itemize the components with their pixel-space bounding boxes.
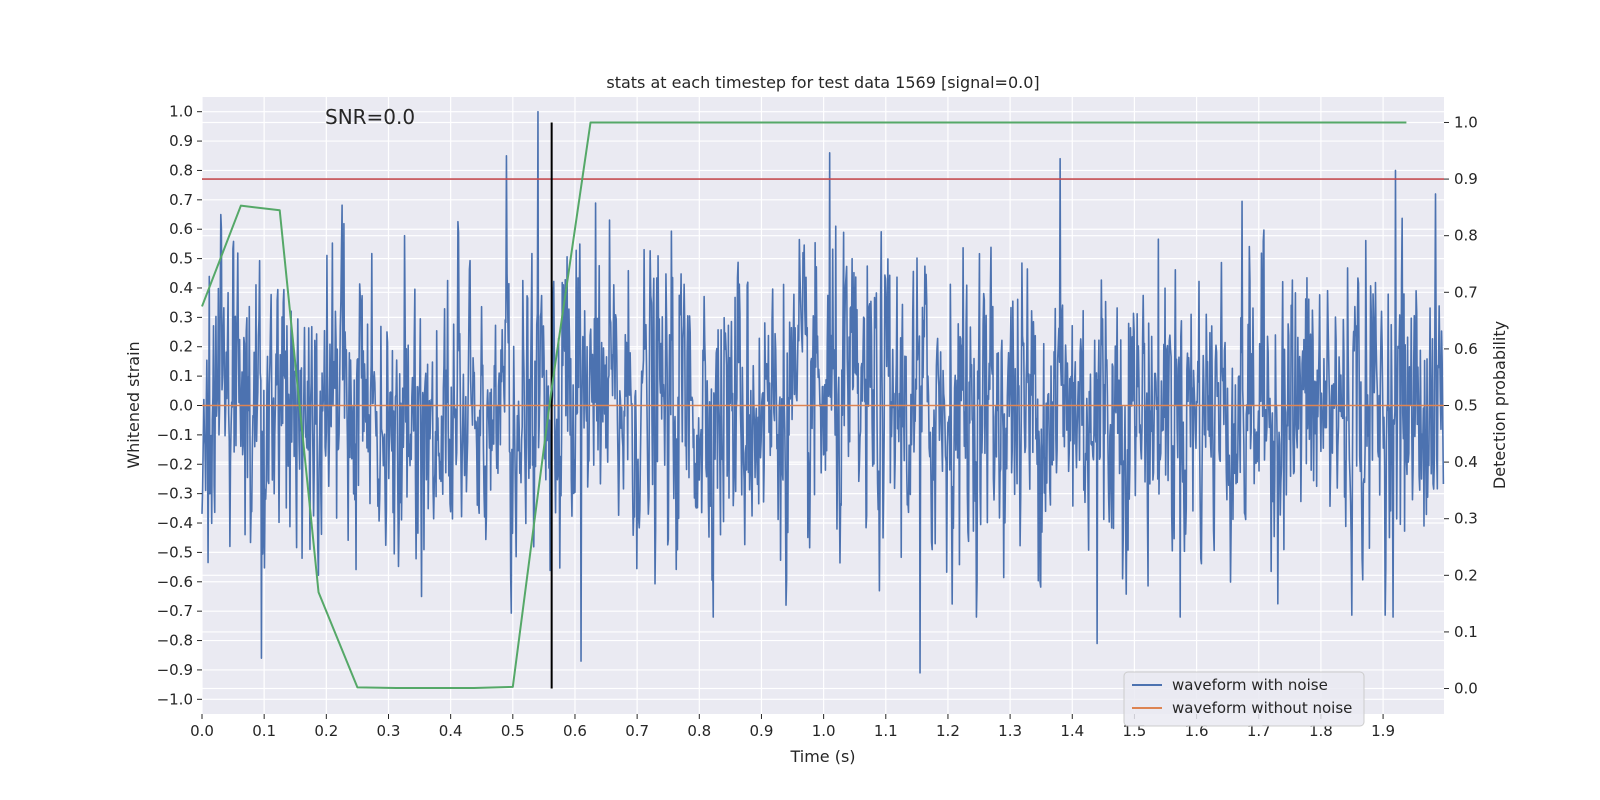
y-axis-title-left: Whitened strain [124, 341, 143, 468]
y-tick-label-left: −0.1 [157, 426, 193, 444]
y-tick-label-left: −0.6 [157, 573, 193, 591]
x-tick-label: 1.3 [998, 722, 1022, 740]
x-tick-label: 0.7 [625, 722, 649, 740]
ticks: 0.0 0.1 0.2 0.3 0.4 0.5 0.6 0.7 0.8 0.9 1.0 1.1 1.2 1… [157, 103, 1478, 740]
y-tick-label-left: 0.1 [169, 367, 193, 385]
y-tick-label-right: 0.2 [1454, 566, 1478, 584]
y-tick-label-left: 0.7 [169, 191, 193, 209]
y-tick-label-left: −0.3 [157, 485, 193, 503]
y-tick-label-left: 0.4 [169, 279, 193, 297]
y-tick-label-right: 0.4 [1454, 453, 1478, 471]
y-tick-label-left: −0.4 [157, 514, 193, 532]
y-tick-label-left: 0.2 [169, 338, 193, 356]
y-tick-label-left: −0.5 [157, 543, 193, 561]
y-tick-label-right: 0.0 [1454, 680, 1478, 698]
y-tick-label-right: 0.8 [1454, 227, 1478, 245]
x-tick-label: 0.8 [687, 722, 711, 740]
noise-line [201, 110, 1445, 674]
chart-title: stats at each timestep for test data 156… [606, 73, 1039, 92]
y-tick-label-left: −0.2 [157, 455, 193, 473]
x-tick-label: 1.2 [936, 722, 960, 740]
x-tick-label: 0.4 [439, 722, 463, 740]
y-tick-label-left: 0.9 [169, 132, 193, 150]
x-tick-label: 0.5 [501, 722, 525, 740]
y-tick-label-left: 0.6 [169, 220, 193, 238]
legend-box [1123, 671, 1365, 727]
x-tick-label: 1.4 [1060, 722, 1084, 740]
y-tick-label-left: −0.8 [157, 632, 193, 650]
y-tick-label-left: 0.0 [169, 397, 193, 415]
y-tick-label-right: 0.3 [1454, 510, 1478, 528]
probability-line [201, 121, 1407, 689]
x-tick-label: 1.0 [812, 722, 836, 740]
y-tick-label-left: 0.3 [169, 308, 193, 326]
y-axis-title-right: Detection probability [1490, 321, 1509, 489]
y-tick-label-right: 0.6 [1454, 340, 1478, 358]
y-tick-label-right: 1.0 [1454, 113, 1478, 131]
series-waveform-with-noise [201, 110, 1445, 674]
y-tick-label-right: 0.1 [1454, 623, 1478, 641]
legend-label-clean: waveform without noise [1172, 699, 1352, 717]
y-tick-label-left: −0.9 [157, 661, 193, 679]
legend-label-noise: waveform with noise [1172, 676, 1328, 694]
x-tick-label: 1.1 [874, 722, 898, 740]
x-axis-title: Time (s) [789, 747, 855, 766]
y-tick-label-left: −1.0 [157, 690, 193, 708]
x-tick-label: 0.3 [377, 722, 401, 740]
y-tick-label-left: −0.7 [157, 602, 193, 620]
x-tick-label: 1.9 [1371, 722, 1395, 740]
y-tick-label-right: 0.5 [1454, 397, 1478, 415]
x-tick-label: 0.1 [252, 722, 276, 740]
snr-annotation: SNR=0.0 [325, 105, 415, 129]
y-tick-label-left: 1.0 [169, 103, 193, 121]
series-detection-probability [201, 121, 1407, 689]
legend: waveform with noise waveform without noi… [1123, 671, 1365, 727]
x-tick-label: 0.6 [563, 722, 587, 740]
x-tick-label: 0.9 [750, 722, 774, 740]
x-tick-label: 0.2 [314, 722, 338, 740]
y-tick-label-right: 0.7 [1454, 283, 1478, 301]
y-tick-label-right: 0.9 [1454, 170, 1478, 188]
y-tick-label-left: 0.8 [169, 161, 193, 179]
x-tick-label: 0.0 [190, 722, 214, 740]
y-tick-label-left: 0.5 [169, 250, 193, 268]
